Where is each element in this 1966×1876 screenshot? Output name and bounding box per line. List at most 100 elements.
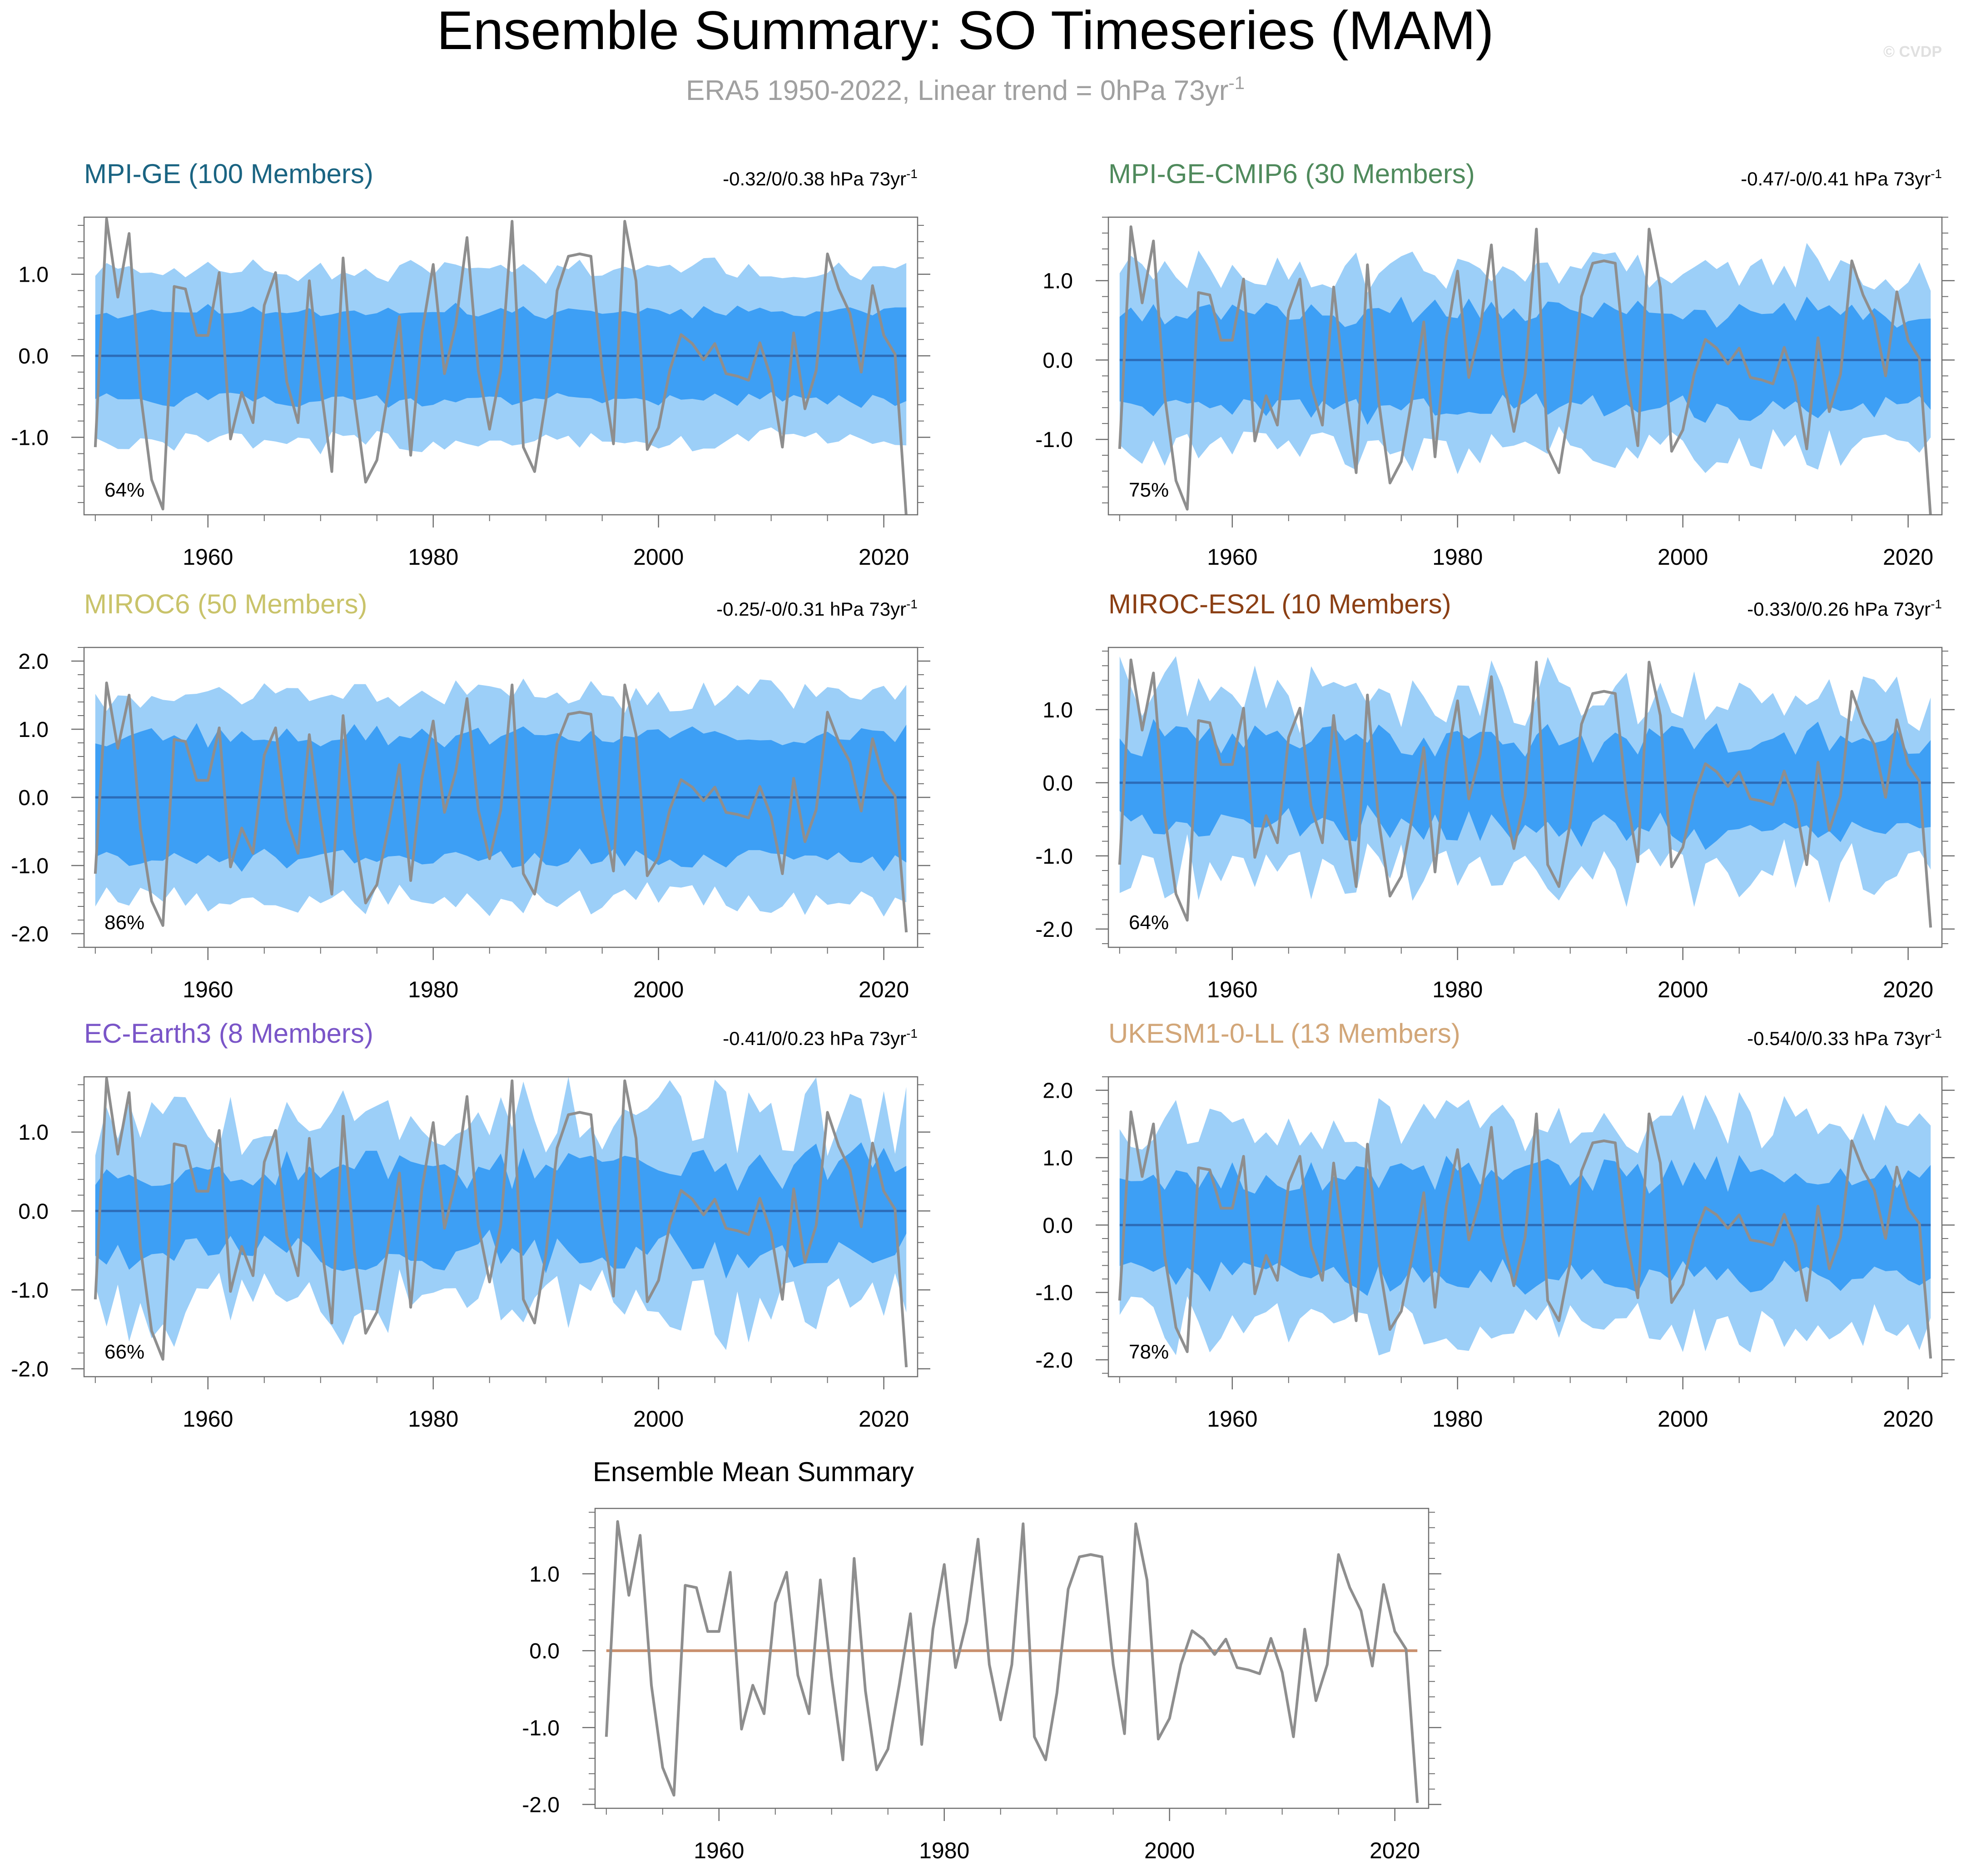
y-tick-label: -1.0 bbox=[1035, 428, 1073, 452]
percent-label: 75% bbox=[1129, 479, 1169, 501]
panel-title: MIROC6 (50 Members) bbox=[84, 589, 367, 619]
plot-area bbox=[94, 217, 908, 515]
x-tick-label: 2000 bbox=[1658, 544, 1708, 570]
plot-area bbox=[94, 1077, 908, 1368]
x-tick-label: 1960 bbox=[694, 1838, 744, 1863]
observed-line bbox=[94, 682, 908, 933]
x-tick-label: 1980 bbox=[408, 977, 458, 1002]
watermark: © CVDP bbox=[1883, 43, 1942, 60]
x-tick-label: 1980 bbox=[408, 544, 458, 570]
panels: -1.0 0.0 1.0 1960 1980 2000 2020 MPI-GE (100 Me… bbox=[11, 159, 1955, 1863]
x-tick-label: 2000 bbox=[1658, 977, 1708, 1002]
panel-title: UKESM1-0-LL (13 Members) bbox=[1108, 1018, 1460, 1049]
panel-5: -2.0 -1.0 0.0 1.0 1960 1980 2000 2020 EC-Earth3 … bbox=[11, 1018, 930, 1432]
y-tick-label: -2.0 bbox=[1035, 1349, 1073, 1373]
observed-line bbox=[1118, 1110, 1932, 1359]
y-tick-label: -1.0 bbox=[1035, 1281, 1073, 1305]
plot-frame bbox=[1107, 1076, 1943, 1378]
percent-label: 64% bbox=[104, 479, 144, 501]
x-tick-label: 2000 bbox=[1144, 1838, 1195, 1863]
trend-label: -0.32/0/0.38 hPa 73yr-1 bbox=[723, 167, 918, 189]
trend-label: -0.47/-0/0.41 hPa 73yr-1 bbox=[1741, 167, 1942, 189]
x-tick-label: 2020 bbox=[1370, 1838, 1420, 1863]
observed-line bbox=[1118, 658, 1932, 928]
plot-area bbox=[1118, 1092, 1932, 1359]
y-tick-label: 1.0 bbox=[1043, 698, 1073, 722]
x-tick-label: 2000 bbox=[633, 1406, 684, 1432]
observed-line bbox=[605, 1520, 1419, 1803]
x-tick-label: 2020 bbox=[1883, 544, 1933, 570]
y-tick-label: 1.0 bbox=[18, 1121, 49, 1145]
x-tick-label: 1960 bbox=[183, 1406, 233, 1432]
observed-line bbox=[1118, 225, 1932, 515]
x-tick-label: 2020 bbox=[859, 544, 909, 570]
x-tick-label: 1980 bbox=[1432, 977, 1483, 1002]
y-tick-label: -1.0 bbox=[11, 426, 49, 450]
x-tick-label: 2000 bbox=[1658, 1406, 1708, 1432]
x-tick-label: 2020 bbox=[859, 1406, 909, 1432]
y-tick-label: -1.0 bbox=[11, 1279, 49, 1303]
y-tick-label: 0.0 bbox=[18, 344, 49, 368]
trend-label: -0.54/0/0.33 hPa 73yr-1 bbox=[1747, 1026, 1942, 1049]
x-tick-label: 1960 bbox=[183, 977, 233, 1002]
panel-2: -1.0 0.0 1.0 1960 1980 2000 2020 MPI-GE-CMIP6 (… bbox=[1035, 159, 1955, 570]
x-tick-label: 2020 bbox=[1883, 977, 1933, 1002]
y-tick-label: 1.0 bbox=[529, 1563, 560, 1587]
x-tick-label: 1960 bbox=[183, 544, 233, 570]
y-tick-label: -1.0 bbox=[522, 1716, 560, 1740]
x-tick-label: 1960 bbox=[1207, 544, 1257, 570]
panel-1: -1.0 0.0 1.0 1960 1980 2000 2020 MPI-GE (100 Me… bbox=[11, 159, 930, 570]
x-tick-label: 1980 bbox=[1432, 1406, 1483, 1432]
y-tick-label: 1.0 bbox=[1043, 269, 1073, 294]
plot-frame bbox=[1107, 216, 1943, 516]
panel-title: EC-Earth3 (8 Members) bbox=[84, 1018, 373, 1049]
panel-4: -2.0 -1.0 0.0 1.0 1960 1980 2000 2020 MIROC-ES2L… bbox=[1035, 589, 1955, 1002]
plot-area bbox=[94, 678, 908, 933]
x-tick-label: 1980 bbox=[919, 1838, 969, 1863]
y-tick-label: 0.0 bbox=[529, 1639, 560, 1663]
panel-6: -2.0 -1.0 0.0 1.0 2.0 1960 1980 2000 2020 UKESM1-… bbox=[1035, 1018, 1955, 1432]
plot-frame bbox=[594, 1508, 1430, 1809]
panel-title: MPI-GE-CMIP6 (30 Members) bbox=[1108, 159, 1475, 189]
y-tick-label: 1.0 bbox=[18, 718, 49, 742]
percent-label: 66% bbox=[104, 1341, 144, 1363]
x-tick-label: 1960 bbox=[1207, 977, 1257, 1002]
page-subtitle: ERA5 1950-2022, Linear trend = 0hPa 73yr… bbox=[686, 73, 1245, 106]
x-tick-label: 1980 bbox=[408, 1406, 458, 1432]
y-tick-label: -2.0 bbox=[1035, 918, 1073, 942]
y-tick-label: -1.0 bbox=[1035, 845, 1073, 869]
y-tick-label: 0.0 bbox=[18, 786, 49, 810]
y-tick-label: 0.0 bbox=[1043, 1214, 1073, 1238]
observed-line bbox=[94, 1077, 908, 1368]
panel-7: -2.0 -1.0 0.0 1.0 1960 1980 2000 2020 Ensemble M… bbox=[522, 1457, 1441, 1863]
y-tick-label: 0.0 bbox=[18, 1199, 49, 1224]
observed-line bbox=[94, 217, 908, 515]
page-subtitle-text: ERA5 1950-2022, Linear trend = 0hPa 73yr bbox=[686, 75, 1228, 106]
percent-label: 78% bbox=[1129, 1341, 1169, 1363]
panel-3: -2.0 -1.0 0.0 1.0 2.0 1960 1980 2000 2020 MIROC6 … bbox=[11, 589, 930, 1002]
plot-area bbox=[1118, 656, 1932, 928]
y-tick-label: 2.0 bbox=[18, 650, 49, 674]
page-subtitle-exp: -1 bbox=[1228, 73, 1245, 93]
trend-label: -0.25/-0/0.31 hPa 73yr-1 bbox=[716, 597, 918, 620]
y-tick-label: -2.0 bbox=[522, 1793, 560, 1817]
percent-label: 64% bbox=[1129, 911, 1169, 934]
y-tick-label: 1.0 bbox=[1043, 1146, 1073, 1170]
plot-area bbox=[605, 1520, 1419, 1803]
percent-label: 86% bbox=[104, 911, 144, 934]
x-tick-label: 1980 bbox=[1432, 544, 1483, 570]
y-tick-label: -2.0 bbox=[11, 922, 49, 946]
plot-frame bbox=[83, 216, 918, 516]
y-tick-label: 0.0 bbox=[1043, 348, 1073, 373]
panel-title: MPI-GE (100 Members) bbox=[84, 159, 373, 189]
x-tick-label: 2000 bbox=[633, 977, 684, 1002]
y-tick-label: 1.0 bbox=[18, 263, 49, 287]
panel-title: Ensemble Mean Summary bbox=[593, 1457, 914, 1487]
y-tick-label: 0.0 bbox=[1043, 771, 1073, 796]
trend-label: -0.33/0/0.26 hPa 73yr-1 bbox=[1747, 597, 1942, 620]
panel-title: MIROC-ES2L (10 Members) bbox=[1108, 589, 1451, 619]
page-title: Ensemble Summary: SO Timeseries (MAM) bbox=[437, 0, 1494, 61]
x-tick-label: 2020 bbox=[1883, 1406, 1933, 1432]
y-tick-label: 2.0 bbox=[1043, 1079, 1073, 1103]
